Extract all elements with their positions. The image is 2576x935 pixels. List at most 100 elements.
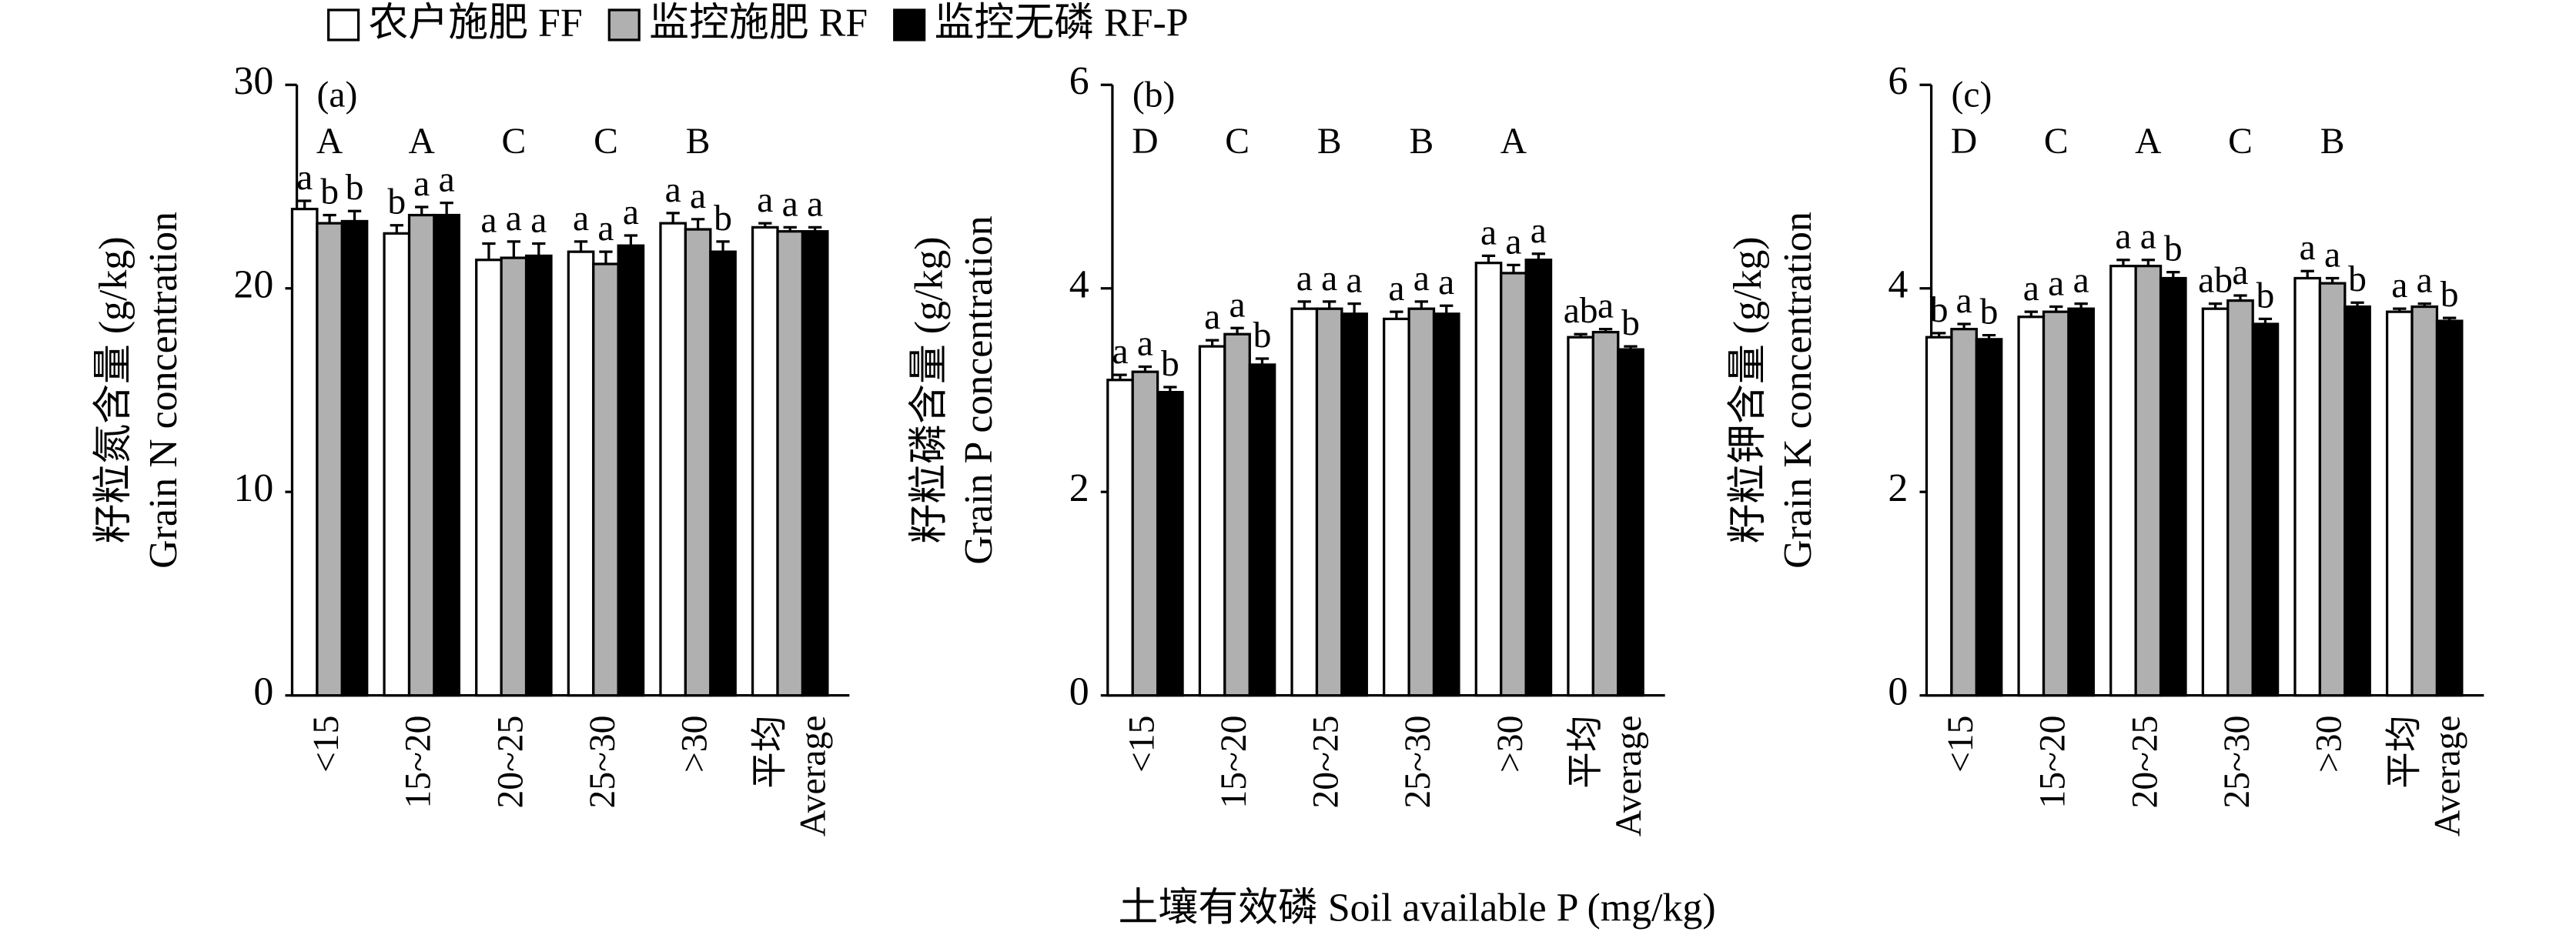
group-letter: A	[1500, 122, 1527, 162]
bar	[433, 213, 460, 697]
significance-letter: b	[387, 182, 406, 222]
group-letter: D	[1951, 122, 1977, 162]
bar	[340, 219, 369, 697]
significance-letter: a	[506, 199, 522, 239]
y-tick-label: 4	[1888, 263, 1908, 307]
bar	[383, 232, 411, 697]
bar	[2293, 276, 2322, 697]
significance-letter: a	[480, 201, 497, 241]
bar	[1925, 336, 1953, 697]
significance-letter: b	[346, 168, 364, 208]
bar	[1223, 332, 1251, 697]
significance-letter: b	[2348, 259, 2367, 299]
x-tick-label: 25~30	[2217, 716, 2257, 809]
bar	[776, 230, 805, 697]
significance-letter: a	[1204, 297, 1220, 337]
group-letter: B	[686, 122, 711, 162]
group-letter: C	[594, 122, 618, 162]
bar	[1248, 363, 1276, 697]
significance-letter: a	[1137, 324, 1153, 364]
y-tick-label: 0	[1069, 670, 1089, 714]
x-tick-label: 15~20	[1214, 716, 1254, 809]
significance-letter: a	[439, 160, 455, 200]
bar	[1315, 307, 1343, 697]
bar	[659, 222, 687, 697]
bar	[2201, 307, 2230, 697]
bar	[500, 256, 528, 697]
y-tick-label: 0	[1888, 670, 1908, 714]
legend-label: 监控无磷 RF-P	[935, 1, 1189, 45]
bar	[1432, 312, 1460, 697]
significance-letter: a	[2048, 264, 2064, 304]
bar	[1524, 259, 1553, 697]
x-tick-label: 20~25	[490, 716, 530, 809]
y-tick-label: 20	[233, 263, 273, 307]
x-tick-label: <15	[306, 716, 346, 773]
bar	[567, 250, 595, 697]
significance-letter: b	[1930, 290, 1949, 330]
significance-letter: b	[1161, 344, 1179, 384]
x-tick-label: >30	[675, 716, 715, 773]
significance-letter: b	[1253, 316, 1272, 356]
legend-swatch	[607, 8, 641, 42]
bar	[751, 225, 779, 697]
significance-letter: a	[2324, 235, 2340, 275]
x-tick-label: 25~30	[1398, 716, 1438, 809]
group-letter: C	[2228, 122, 2253, 162]
bar	[2251, 322, 2280, 697]
group-letter: C	[501, 122, 526, 162]
significance-letter: a	[1112, 332, 1128, 372]
significance-letter: b	[2164, 229, 2183, 269]
significance-letter: a	[1531, 211, 1547, 251]
y-tick-label: 2	[1069, 466, 1089, 510]
significance-letter: a	[1438, 262, 1454, 302]
x-tick-label: <15	[1122, 716, 1162, 773]
bar	[2109, 265, 2137, 697]
bar	[1198, 345, 1226, 697]
y-axis-label: 籽粒磷含量 (g/kg)	[907, 236, 951, 543]
x-tick-label: 25~30	[583, 716, 623, 809]
bar	[2017, 316, 2046, 697]
y-tick-label: 6	[1069, 59, 1089, 103]
bar	[801, 230, 829, 697]
y-tick-label: 10	[233, 466, 273, 510]
significance-letter: ab	[2198, 261, 2233, 301]
y-axis-label: 籽粒钾含量 (g/kg)	[1726, 236, 1770, 543]
y-tick-label: 2	[1888, 466, 1908, 510]
bar	[2435, 319, 2464, 697]
bar	[2134, 265, 2163, 697]
y-axis-label: Grain N concentration	[142, 212, 186, 569]
x-tick-label: 20~25	[1306, 716, 1347, 809]
bar	[1500, 272, 1527, 697]
significance-letter: a	[1505, 222, 1521, 262]
significance-letter: a	[2391, 265, 2407, 306]
group-letter: A	[409, 122, 435, 162]
legend-swatch	[893, 8, 926, 42]
group-letter: D	[1132, 122, 1158, 162]
y-tick-label: 30	[233, 59, 273, 103]
x-tick-label: >30	[1490, 716, 1531, 773]
bar	[2042, 310, 2070, 697]
bar	[290, 207, 319, 697]
legend-label: 农户施肥 FF	[369, 1, 583, 45]
bar	[1340, 312, 1368, 697]
bar	[1407, 307, 1436, 697]
x-tick-label: 20~25	[2125, 716, 2165, 809]
legend-label: 监控施肥 RF	[649, 1, 868, 45]
x-tick-label: 15~20	[2033, 716, 2073, 809]
significance-letter: a	[2232, 252, 2248, 292]
significance-letter: a	[690, 176, 706, 216]
x-tick-label: 平均	[1566, 716, 1606, 789]
significance-letter: a	[530, 201, 547, 241]
bar	[1474, 262, 1503, 697]
x-tick-label: >30	[2310, 716, 2350, 773]
bar	[1591, 330, 1620, 697]
significance-letter: a	[1229, 285, 1246, 325]
bar	[684, 228, 712, 697]
significance-letter: a	[296, 158, 313, 198]
bar	[407, 213, 436, 697]
y-axis-label: Grain P concentration	[957, 215, 1001, 564]
bar	[316, 222, 343, 697]
bar	[2318, 282, 2347, 697]
